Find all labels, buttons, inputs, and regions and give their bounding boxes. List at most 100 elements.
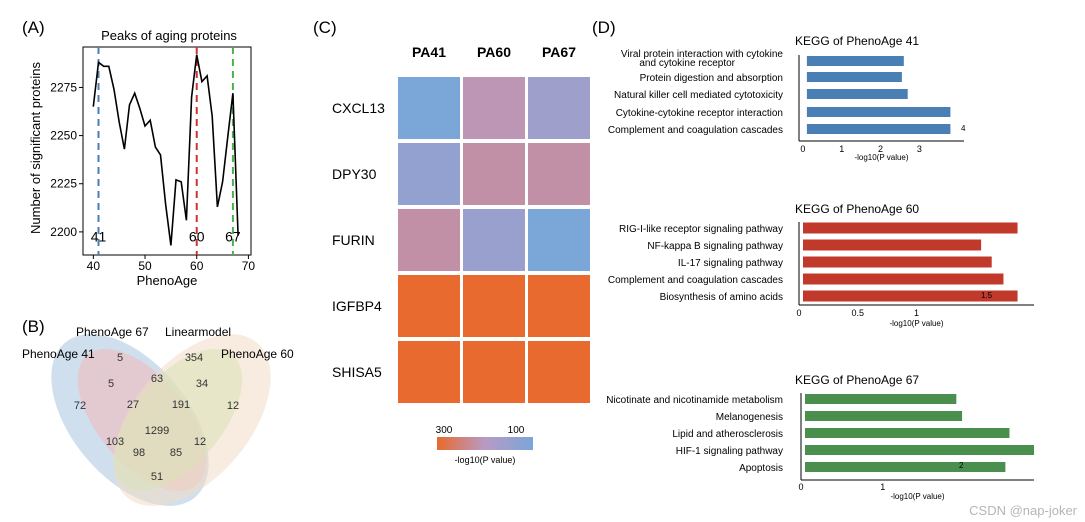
- x-tick-label: 3: [917, 144, 922, 154]
- x-tick-label: 1: [914, 308, 919, 318]
- venn-name-linearmodel: Linearmodel: [165, 325, 231, 339]
- colorbar-tick-label: 300: [436, 425, 453, 436]
- heatmap-column-label: PA67: [542, 44, 576, 60]
- peak-label: 60: [189, 229, 205, 245]
- heatmap-cell: [528, 77, 590, 139]
- bar-chart-title: KEGG of PhenoAge 60: [795, 202, 919, 216]
- x-tick-label: 40: [87, 259, 101, 273]
- bar: [806, 107, 951, 117]
- y-tick-label: 2200: [50, 225, 77, 239]
- heatmap-cell: [528, 143, 590, 205]
- x-tick-label: 60: [190, 259, 204, 273]
- heatmap-row-label: CXCL13: [332, 100, 385, 116]
- heatmap-cell: [463, 341, 525, 403]
- heatmap-row-label: FURIN: [332, 232, 375, 248]
- bar-category-label: HIF-1 signaling pathway: [676, 446, 783, 457]
- heatmap-cell: [398, 209, 460, 271]
- label-line: and cytokine receptor: [639, 58, 735, 69]
- venn-region: 191: [172, 399, 190, 411]
- heatmap-cell: [528, 275, 590, 337]
- bar-annotation: 1.5: [981, 291, 993, 300]
- chart-a-frame: [82, 46, 252, 256]
- bar-annotation: 4: [961, 124, 966, 133]
- bar-category-label: Biosynthesis of amino acids: [660, 292, 783, 303]
- bar-category-label: Melanogenesis: [716, 412, 783, 423]
- bar-chart-title: KEGG of PhenoAge 67: [795, 373, 919, 387]
- heatmap-row-label: IGFBP4: [332, 298, 382, 314]
- panel-label-c: (C): [313, 18, 337, 37]
- bar-category-label: IL-17 signaling pathway: [678, 258, 783, 269]
- venn-region: 1299: [145, 425, 169, 437]
- venn-region: 5: [117, 352, 123, 364]
- chart-a-title: Peaks of aging proteins: [101, 28, 237, 43]
- venn-region: 27: [127, 399, 139, 411]
- bar-category-label: Lipid and atherosclerosis: [672, 429, 783, 440]
- venn-region: 72: [74, 400, 86, 412]
- watermark: CSDN @nap-joker: [969, 503, 1077, 518]
- x-tick-label: 0: [796, 308, 801, 318]
- bar-category-label: Apoptosis: [739, 463, 783, 474]
- heatmap-cell: [398, 143, 460, 205]
- bar: [805, 445, 1034, 455]
- bar-category-label: Nicotinate and nicotinamide metabolism: [606, 395, 783, 406]
- venn-region: 12: [194, 436, 206, 448]
- heatmap-cell: [463, 209, 525, 271]
- bar: [803, 256, 992, 268]
- bar: [803, 290, 1018, 302]
- peak-label: 41: [91, 229, 107, 245]
- peak-label: 67: [225, 229, 241, 245]
- venn-diagram-b: PhenoAge 41 PhenoAge 67 Linearmodel Phen…: [22, 325, 294, 506]
- panel-label-d: (D): [592, 18, 616, 37]
- bar-category-label: Cytokine-cytokine receptor interaction: [616, 108, 783, 119]
- x-axis-label: -log10(P value): [854, 153, 908, 162]
- venn-region: 85: [170, 447, 182, 459]
- heatmap-row-label: DPY30: [332, 166, 377, 182]
- bar: [805, 462, 1006, 472]
- bar: [806, 124, 951, 134]
- bar-charts-d: KEGG of PhenoAge 41 0 1 2 3 -log10(P value) Vi…: [606, 34, 1034, 501]
- heatmap-cell: [528, 341, 590, 403]
- bar-category-label: Viral protein interaction with cytokine a…: [621, 49, 784, 69]
- venn-region: 354: [185, 352, 203, 364]
- x-tick-label: 0: [798, 482, 803, 492]
- panel-label-a: (A): [22, 18, 45, 37]
- heatmap-column-label: PA60: [477, 44, 511, 60]
- venn-set-phenoage60: [113, 334, 271, 506]
- bar-category-label: Complement and coagulation cascades: [608, 275, 783, 286]
- x-tick-label: 70: [242, 259, 256, 273]
- x-tick-label: 50: [138, 259, 152, 273]
- x-tick-label: 1: [880, 482, 885, 492]
- y-tick-label: 2275: [50, 80, 77, 94]
- heatmap-cell: [463, 77, 525, 139]
- x-tick-label: 2: [878, 144, 883, 154]
- colorbar: [437, 437, 533, 450]
- venn-name-phenoage41: PhenoAge 41: [22, 347, 95, 361]
- bar-category-label: Complement and coagulation cascades: [608, 125, 783, 136]
- chart-a-xlabel: PhenoAge: [137, 273, 198, 288]
- heatmap-cell: [463, 275, 525, 337]
- bar-category-label: Protein digestion and absorption: [640, 73, 783, 84]
- venn-region: 51: [151, 471, 163, 483]
- bar: [806, 72, 902, 82]
- y-tick-label: 2250: [50, 129, 77, 143]
- x-tick-label: 0: [800, 144, 805, 154]
- bar: [805, 411, 963, 421]
- venn-region: 12: [227, 400, 239, 412]
- bar-category-label: NF-kappa B signaling pathway: [647, 241, 783, 252]
- venn-name-phenoage60: PhenoAge 60: [221, 347, 294, 361]
- heatmap-column-label: PA41: [412, 44, 446, 60]
- bar: [805, 394, 957, 404]
- bar-category-label: Natural killer cell mediated cytotoxicit…: [614, 90, 783, 101]
- heatmap-cell: [528, 209, 590, 271]
- panel-label-b: (B): [22, 317, 45, 336]
- heatmap-cell: [398, 341, 460, 403]
- bar-annotation: 2: [959, 461, 964, 470]
- venn-region: 63: [151, 373, 163, 385]
- bar: [806, 89, 908, 99]
- colorbar-tick-label: 100: [508, 425, 525, 436]
- venn-region: 98: [133, 447, 145, 459]
- series-line: [92, 54, 239, 246]
- bar: [803, 239, 982, 251]
- bar-category-label: RIG-I-like receptor signaling pathway: [619, 224, 783, 235]
